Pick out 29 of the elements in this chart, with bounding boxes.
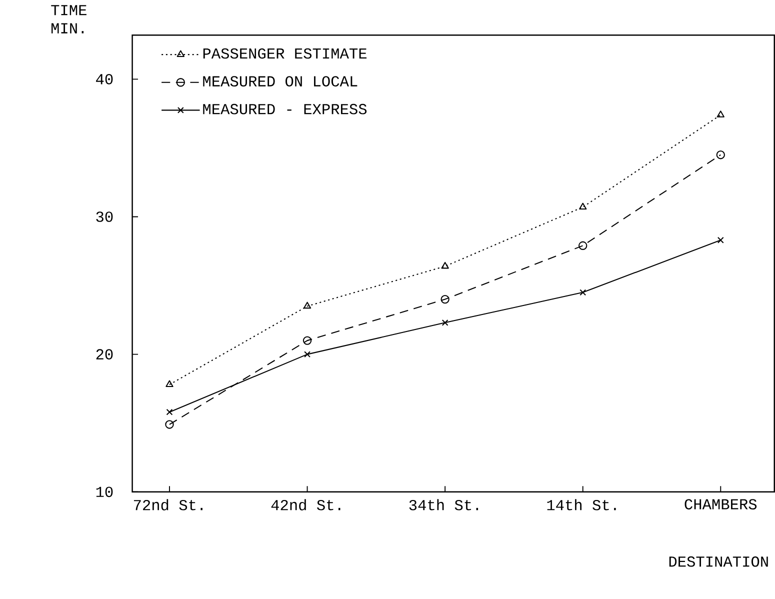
- point: [165, 420, 174, 429]
- x-axis-title: DESTINATION: [669, 556, 768, 567]
- x-tick-label: CHAMBERS: [684, 498, 757, 510]
- y-tick-label: 40: [96, 74, 113, 84]
- x-tick-label: 42nd St.: [271, 498, 340, 510]
- legend-label: MEASURED ON LOCAL: [203, 76, 358, 86]
- point: [717, 236, 724, 244]
- x-tick-label: 72nd St.: [134, 498, 202, 510]
- point: [442, 319, 448, 326]
- point: [716, 110, 724, 118]
- point: [716, 150, 725, 160]
- point: [440, 294, 450, 304]
- point: [302, 336, 312, 345]
- legend-label: MEASURED - EXPRESS: [203, 104, 367, 114]
- point: [441, 262, 449, 269]
- point: [303, 302, 312, 309]
- legend-label: PASSENGER ESTIMATE: [203, 48, 367, 59]
- point: [578, 241, 588, 250]
- y-tick-label: 10: [96, 486, 113, 497]
- point: [580, 289, 586, 296]
- y-tick-label: 30: [96, 211, 113, 222]
- x-tick-label: 14th St.: [547, 498, 616, 510]
- point: [166, 408, 173, 416]
- y-tick-label: 20: [96, 349, 113, 360]
- y-axis-title: TIME MIN.: [51, 4, 86, 34]
- point: [304, 350, 311, 358]
- x-tick-label: 34th St.: [409, 498, 478, 510]
- point: [579, 202, 587, 210]
- point: [166, 380, 174, 387]
